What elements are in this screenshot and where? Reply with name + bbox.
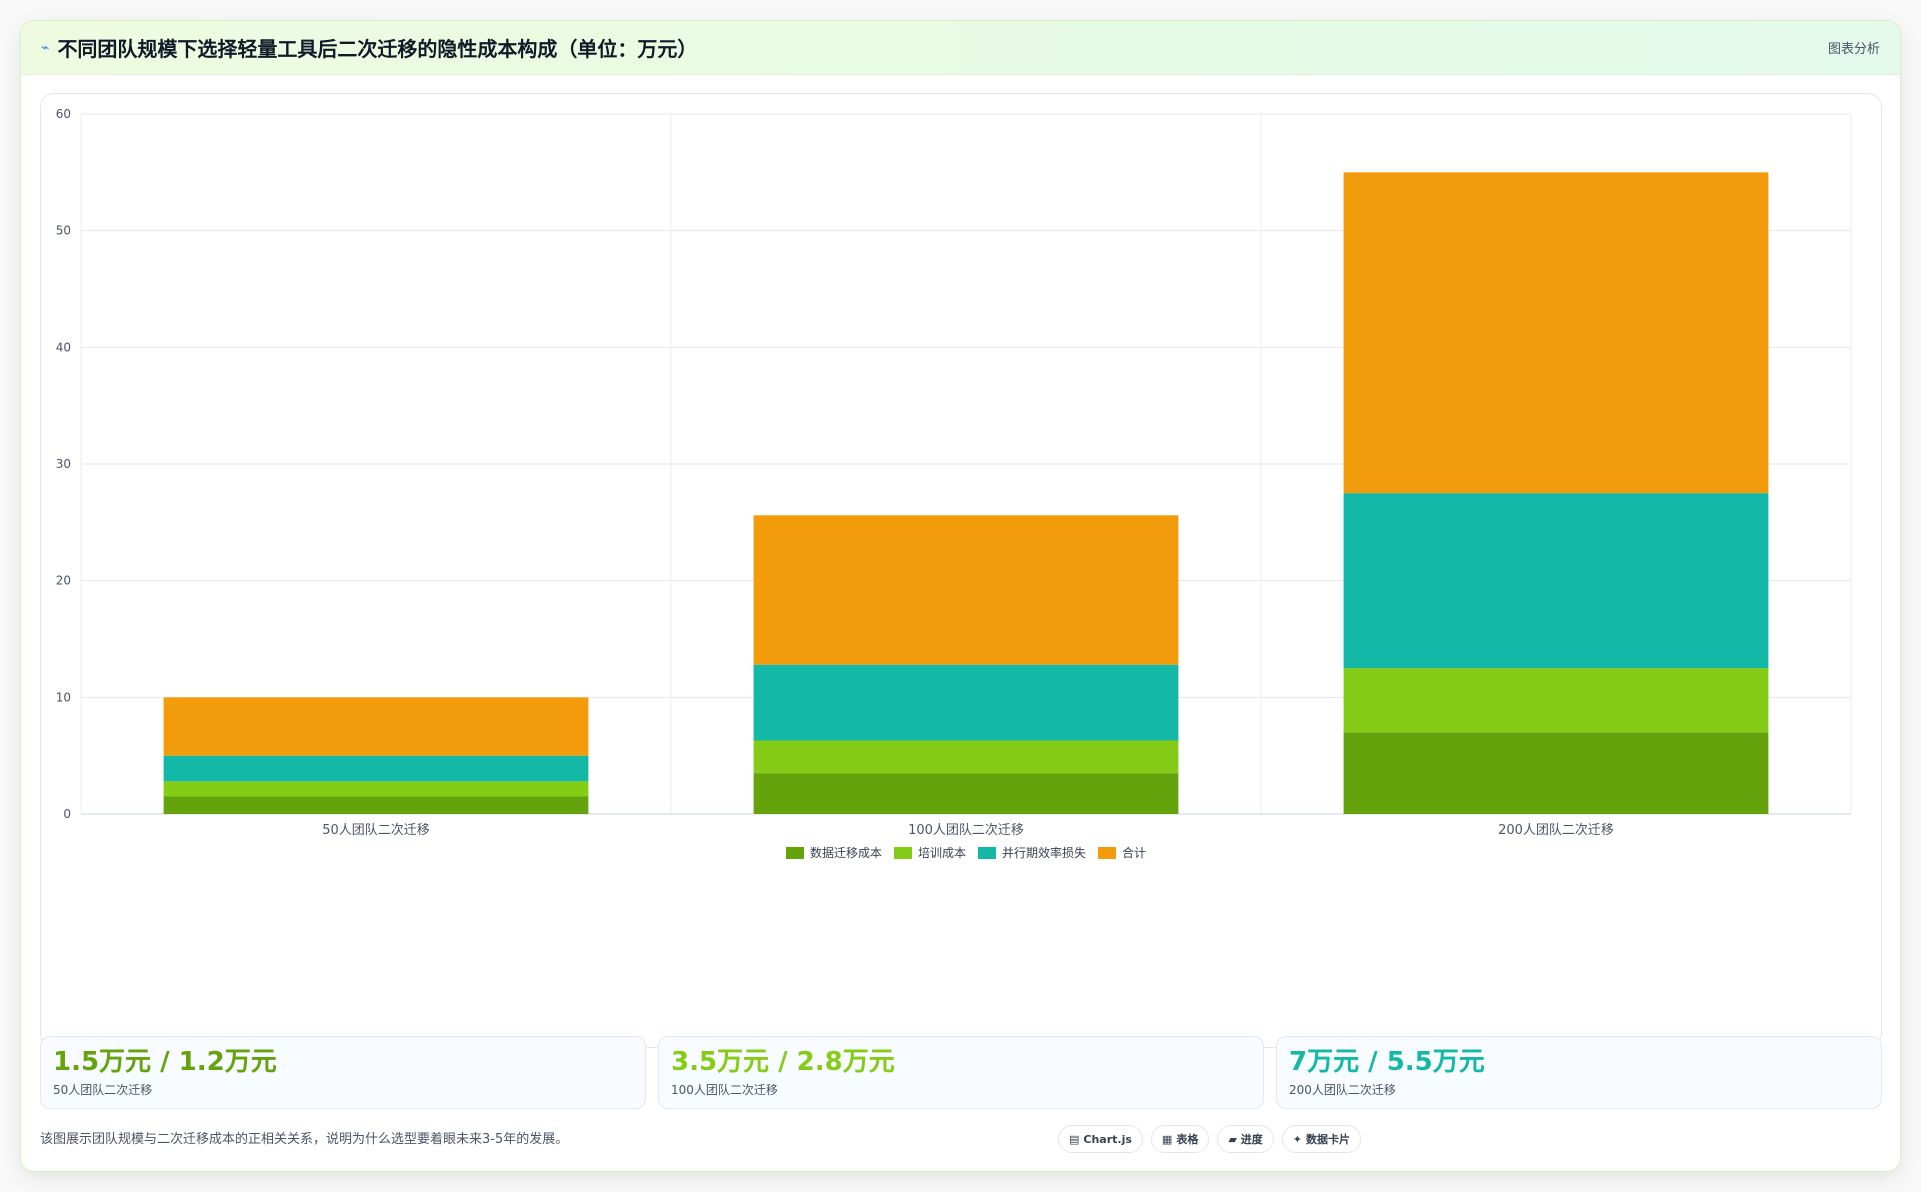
stat-card-200: 7万元 / 5.5万元 200人团队二次迁移	[1276, 1036, 1882, 1109]
legend-label: 培训成本	[918, 845, 966, 860]
y-tick-label: 40	[56, 340, 71, 354]
stat-value: 7万元 / 5.5万元	[1289, 1047, 1485, 1077]
bar-segment	[753, 515, 1179, 665]
x-tick-label: 50人团队二次迁移	[322, 822, 430, 838]
stat-label: 100人团队二次迁移	[671, 1083, 778, 1097]
title-wrap: ⌁ 不同团队规模下选择轻量工具后二次迁移的隐性成本构成（单位：万元）	[41, 33, 697, 62]
stat-card-100: 3.5万元 / 2.8万元 100人团队二次迁移	[658, 1036, 1264, 1109]
bar-segment	[163, 697, 589, 756]
bar-segment	[1343, 172, 1769, 494]
bar-segment	[163, 781, 589, 797]
bar-segment	[1343, 493, 1769, 669]
pill-label: 数据卡片	[1306, 1133, 1351, 1146]
legend-label: 数据迁移成本	[810, 845, 882, 860]
y-tick-label: 20	[56, 574, 71, 588]
chart-title: 不同团队规模下选择轻量工具后二次迁移的隐性成本构成（单位：万元）	[57, 37, 698, 61]
chart-line-icon: ⌁	[41, 39, 50, 56]
legend-label: 并行期效率损失	[1002, 845, 1086, 860]
y-tick-label: 0	[63, 807, 71, 821]
bar-segment	[753, 664, 1179, 741]
bar-segment	[753, 773, 1179, 814]
bar-segment	[1343, 668, 1769, 733]
bar-segment	[753, 740, 1179, 774]
stat-label: 50人团队二次迁移	[53, 1083, 153, 1097]
legend-swatch	[786, 847, 804, 859]
footer-note: 该图展示团队规模与二次迁移成本的正相关关系，说明为什么选型要着眼未来3-5年的发…	[40, 1132, 569, 1147]
chartjs-pill[interactable]: ▤ Chart.js	[1058, 1125, 1143, 1153]
chart-icon: ▤	[1069, 1132, 1080, 1146]
legend-swatch	[894, 847, 912, 859]
x-tick-label: 100人团队二次迁移	[908, 822, 1024, 838]
y-tick-label: 50	[56, 224, 71, 238]
pill-label: 进度	[1240, 1133, 1263, 1146]
table-pill[interactable]: ▦ 表格	[1150, 1125, 1210, 1153]
pill-group: ▤ Chart.js ▦ 表格 ▰ 进度 ✦ 数据卡片	[1058, 1125, 1362, 1153]
stacked-bar-chart: 0 10 20 30 40 50 60 50人团队二次迁移 100人团队二次迁移 200人团队二次…	[56, 107, 1852, 860]
stat-card-50: 1.5万元 / 1.2万元 50人团队二次迁移	[40, 1036, 646, 1109]
card-header: ⌁ 不同团队规模下选择轻量工具后二次迁移的隐性成本构成（单位：万元） 图表分析	[21, 21, 1900, 75]
bar-segment	[163, 755, 589, 782]
legend-swatch	[978, 847, 996, 859]
y-tick-label: 10	[56, 690, 71, 704]
stat-label: 200人团队二次迁移	[1289, 1083, 1396, 1097]
pill-label: 表格	[1176, 1133, 1199, 1146]
bar-segment	[163, 796, 589, 814]
x-tick-label: 200人团队二次迁移	[1498, 822, 1614, 838]
pill-label: Chart.js	[1083, 1132, 1132, 1146]
sparkle-icon: ✦	[1292, 1132, 1303, 1146]
progress-icon: ▰	[1228, 1132, 1237, 1146]
progress-pill[interactable]: ▰ 进度	[1217, 1125, 1274, 1153]
data-card-pill[interactable]: ✦ 数据卡片	[1281, 1125, 1362, 1153]
bar-segment	[1343, 732, 1769, 814]
legend-swatch	[1098, 847, 1116, 859]
stat-value: 1.5万元 / 1.2万元	[53, 1047, 277, 1077]
y-tick-label: 60	[56, 107, 71, 121]
chart-analysis-link[interactable]: 图表分析	[1827, 42, 1880, 57]
y-tick-label: 30	[56, 457, 71, 471]
stat-value: 3.5万元 / 2.8万元	[671, 1047, 895, 1077]
legend-label: 合计	[1122, 845, 1146, 860]
chart-panel: 0 10 20 30 40 50 60 50人团队二次迁移 100人团队二次迁移 200人团队二次…	[40, 93, 1882, 1048]
chart-card: ⌁ 不同团队规模下选择轻量工具后二次迁移的隐性成本构成（单位：万元） 图表分析 …	[20, 20, 1901, 1172]
table-icon: ▦	[1161, 1132, 1173, 1146]
